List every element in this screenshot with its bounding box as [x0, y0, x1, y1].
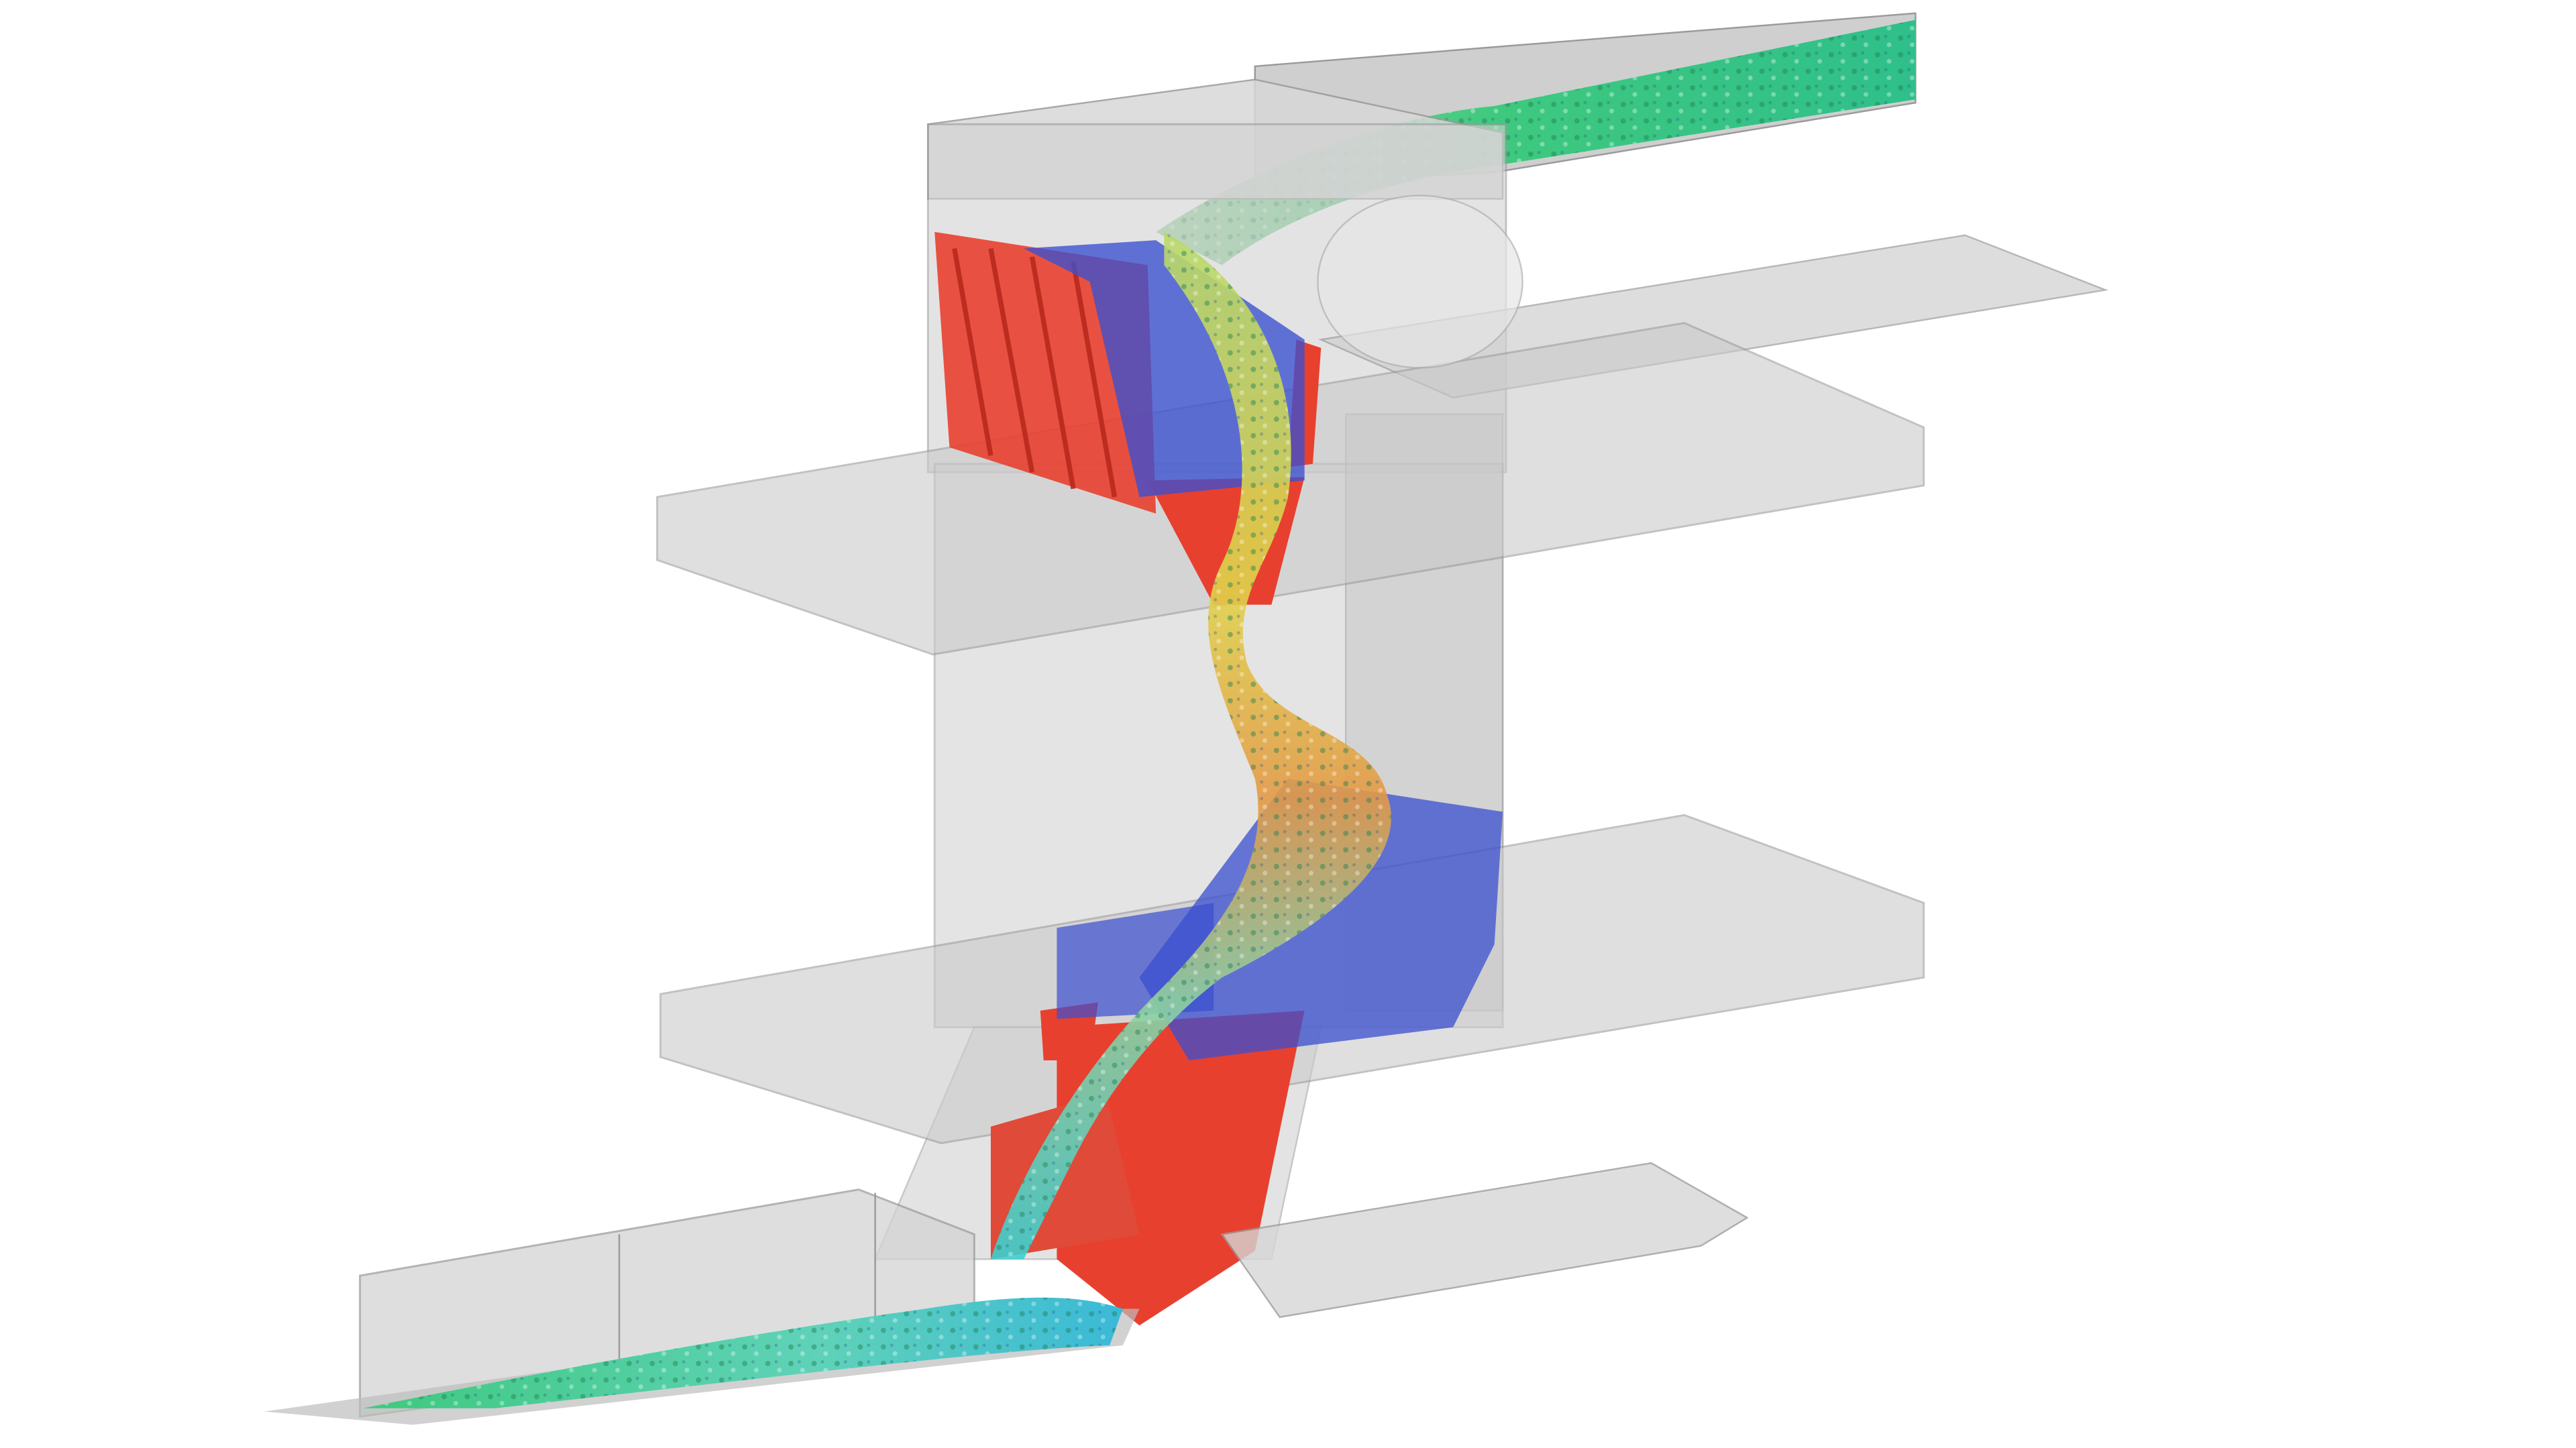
falling-stream: [990, 231, 1391, 1260]
bottom-conveyor-housing: [359, 1188, 975, 1418]
head-pulley: [1317, 194, 1523, 369]
bottom-conveyor: [264, 1162, 1749, 1425]
bottom-conveyor-right-trough: [1220, 1162, 1749, 1319]
lower-blue-pile: [1139, 779, 1503, 1060]
head-pulley-drum: [1317, 194, 1523, 369]
